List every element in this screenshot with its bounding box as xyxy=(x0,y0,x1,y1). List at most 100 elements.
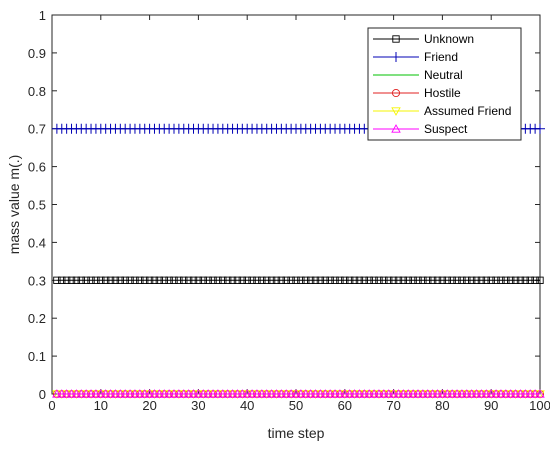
square-marker xyxy=(477,276,486,284)
triangle-up-marker xyxy=(218,389,228,398)
square-marker xyxy=(497,276,505,284)
y-tick-label: 0.2 xyxy=(28,311,46,326)
square-marker xyxy=(267,276,276,284)
square-marker xyxy=(238,276,246,284)
square-marker xyxy=(472,276,481,284)
legend-entry: Hostile xyxy=(373,86,461,100)
square-marker xyxy=(482,276,490,284)
square-marker xyxy=(199,276,207,284)
square-marker xyxy=(131,276,139,284)
triangle-up-marker xyxy=(320,389,331,398)
square-marker xyxy=(302,276,310,284)
triangle-up-marker xyxy=(422,389,433,398)
square-marker xyxy=(106,276,115,284)
square-marker xyxy=(316,276,325,284)
x-tick-label: 40 xyxy=(240,398,254,413)
square-marker xyxy=(189,276,198,284)
triangle-up-marker xyxy=(178,389,189,398)
square-marker xyxy=(165,276,173,284)
triangle-up-marker xyxy=(427,389,438,398)
triangle-up-marker xyxy=(374,389,384,398)
triangle-up-marker xyxy=(393,389,404,398)
triangle-up-marker xyxy=(457,389,467,398)
square-marker xyxy=(194,276,203,284)
triangle-up-marker xyxy=(252,389,262,398)
square-marker xyxy=(392,35,400,43)
square-marker xyxy=(297,276,305,284)
square-marker xyxy=(82,276,90,284)
triangle-up-marker xyxy=(110,389,121,398)
square-marker xyxy=(341,276,349,284)
triangle-up-marker xyxy=(418,389,428,398)
square-marker xyxy=(67,276,76,284)
legend-label: Suspect xyxy=(424,122,468,136)
legend-label: Hostile xyxy=(424,86,461,100)
triangle-up-marker xyxy=(476,389,487,398)
square-marker xyxy=(355,276,364,284)
triangle-up-marker xyxy=(340,389,350,398)
square-marker xyxy=(287,276,295,284)
square-marker xyxy=(326,276,334,284)
legend-label: Assumed Friend xyxy=(424,104,511,118)
y-axis-label: mass value m(.) xyxy=(6,155,22,255)
triangle-up-marker xyxy=(281,389,292,398)
square-marker xyxy=(453,276,461,284)
triangle-up-marker xyxy=(462,389,472,398)
legend-entry: Friend xyxy=(373,50,458,64)
series-unknown xyxy=(53,276,544,284)
y-tick-label: 0.7 xyxy=(28,122,46,137)
x-tick-label: 30 xyxy=(191,398,205,413)
square-marker xyxy=(443,276,451,284)
square-marker xyxy=(72,276,81,284)
triangle-up-marker xyxy=(291,389,301,398)
square-marker xyxy=(511,276,520,284)
legend-entry: Assumed Friend xyxy=(373,104,511,118)
legend-entry: Neutral xyxy=(373,68,463,82)
square-marker xyxy=(87,276,95,284)
x-tick-label: 20 xyxy=(142,398,156,413)
square-marker xyxy=(214,276,222,284)
triangle-up-marker xyxy=(198,389,209,398)
square-marker xyxy=(126,276,134,284)
triangle-up-marker xyxy=(86,389,96,398)
triangle-up-marker xyxy=(135,389,145,398)
triangle-up-marker xyxy=(183,389,194,398)
triangle-up-marker xyxy=(305,389,316,398)
y-tick-label: 0.6 xyxy=(28,160,46,175)
circle-marker xyxy=(391,88,401,98)
square-marker xyxy=(385,276,393,284)
square-marker xyxy=(136,276,144,284)
square-marker xyxy=(292,276,300,284)
square-marker xyxy=(92,276,100,284)
square-marker xyxy=(258,276,266,284)
triangle-up-marker xyxy=(388,389,399,398)
triangle-up-marker xyxy=(315,389,326,398)
square-marker xyxy=(419,276,427,284)
triangle-up-marker xyxy=(130,389,140,398)
square-marker xyxy=(399,276,408,284)
ticks-layer: 0 10 20 30 40 50 60 70 80 90 100 0 0.1 0.2 0.3 0.4 0.5 0.… xyxy=(28,8,550,413)
triangle-up-marker xyxy=(359,389,370,398)
square-marker xyxy=(375,276,383,284)
square-marker xyxy=(516,276,525,284)
square-marker xyxy=(321,276,329,284)
triangle-up-marker xyxy=(66,389,77,398)
triangle-up-marker xyxy=(391,124,401,133)
triangle-up-marker xyxy=(188,389,199,398)
square-marker xyxy=(468,276,476,284)
triangle-up-marker xyxy=(227,389,238,398)
triangle-up-marker xyxy=(369,389,379,398)
square-marker xyxy=(155,276,164,284)
legend-label: Neutral xyxy=(424,68,463,82)
square-marker xyxy=(521,276,530,284)
triangle-up-marker xyxy=(222,389,233,398)
triangle-up-marker xyxy=(276,389,287,398)
triangle-up-marker xyxy=(208,389,218,398)
square-marker xyxy=(331,276,339,284)
square-marker xyxy=(350,276,359,284)
y-tick-label: 0.8 xyxy=(28,84,46,99)
triangle-up-marker xyxy=(174,389,184,398)
square-marker xyxy=(248,276,256,284)
series-layer xyxy=(51,123,545,399)
triangle-up-marker xyxy=(501,389,511,398)
